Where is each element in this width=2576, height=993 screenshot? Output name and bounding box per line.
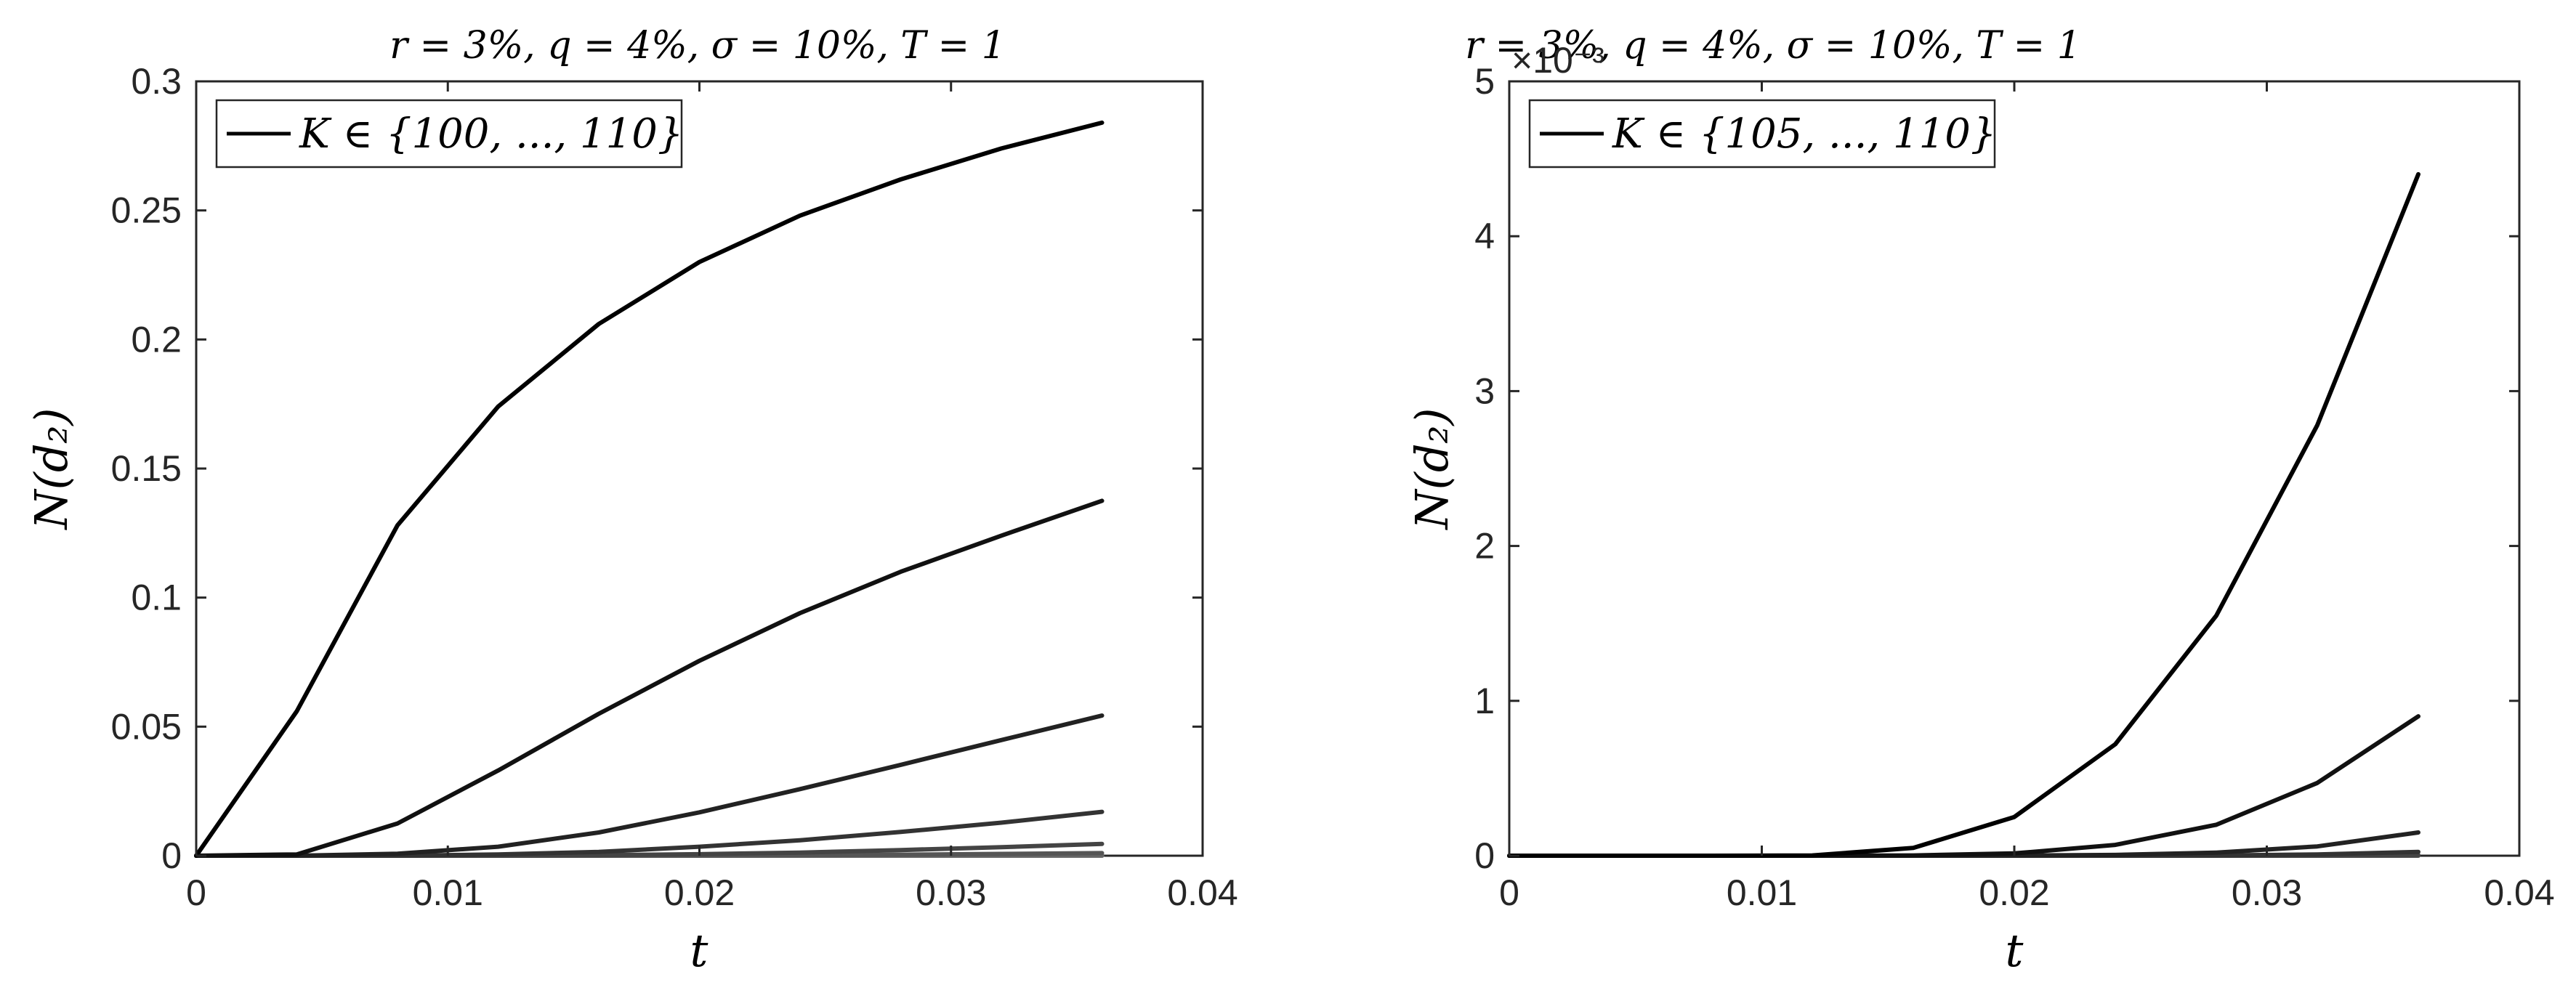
series-lines [194, 120, 1105, 858]
y-tick-label: 3 [1474, 370, 1495, 411]
series-line-2 [194, 498, 1105, 858]
y-tick-label: 0 [161, 835, 182, 876]
legend-label: K ∈ {105, ..., 110} [1612, 110, 1997, 158]
x-tick-label: 0.03 [916, 872, 986, 913]
y-tick-label: 0.25 [111, 190, 182, 231]
plot-area [1508, 80, 2521, 857]
y-tick-label: 0.1 [131, 577, 182, 618]
axis-ticks: 0 0.01 0.02 0.03 0.04 0 1 2 3 4 5 [1474, 61, 2554, 913]
x-tick-label: 0.04 [1167, 872, 1237, 913]
y-axis-exponent-label: ×10⁻³ [1511, 40, 1604, 81]
x-tick-label: 0 [186, 872, 206, 913]
legend-label: K ∈ {100, ..., 110} [299, 110, 684, 158]
y-axis-label: N(d₂) [1405, 408, 1458, 530]
y-tick-label: 0.15 [111, 448, 182, 489]
y-tick-label: 0 [1474, 835, 1495, 876]
x-tick-label: 0.03 [2232, 872, 2302, 913]
legend: K ∈ {105, ..., 110} [1528, 99, 1997, 169]
x-axis-label: t [690, 924, 708, 977]
x-tick-label: 0.01 [413, 872, 483, 913]
x-tick-label: 0.04 [2484, 872, 2554, 913]
y-axis-label: N(d₂) [25, 408, 78, 530]
y-tick-label: 1 [1474, 681, 1495, 721]
series-line-1 [194, 120, 1105, 858]
chart-title: r = 3%, q = 4%, σ = 10%, T = 1 [389, 24, 1006, 68]
chart-panel-left: r = 3%, q = 4%, σ = 10%, T = 1 0 0.01 0.02… [25, 24, 1238, 977]
x-tick-label: 0 [1499, 872, 1519, 913]
x-axis-label: t [2006, 924, 2024, 977]
series-line-3 [194, 713, 1105, 858]
x-tick-label: 0.02 [664, 872, 735, 913]
chart-title: r = 3%, q = 4%, σ = 10%, T = 1 [1465, 24, 2081, 68]
legend-box [215, 99, 683, 169]
legend-box [1528, 99, 1996, 169]
y-tick-label: 0.05 [111, 706, 182, 747]
axis-ticks: 0 0.01 0.02 0.03 0.04 0 0.05 0.1 0.15 0.2 0.25 0.3 [111, 61, 1238, 913]
chart-panel-right: r = 3%, q = 4%, σ = 10%, T = 1 0 0.01 0.02… [1405, 24, 2555, 977]
x-tick-label: 0.01 [1727, 872, 1797, 913]
y-tick-label: 2 [1474, 526, 1495, 567]
plot-area [195, 80, 1204, 857]
legend: K ∈ {100, ..., 110} [215, 99, 684, 169]
x-tick-label: 0.02 [1979, 872, 2049, 913]
y-tick-label: 4 [1474, 216, 1495, 256]
series-line-1 [1507, 171, 2420, 858]
y-tick-label: 5 [1474, 61, 1495, 102]
y-tick-label: 0.2 [131, 319, 182, 360]
y-tick-label: 0.3 [131, 61, 182, 102]
